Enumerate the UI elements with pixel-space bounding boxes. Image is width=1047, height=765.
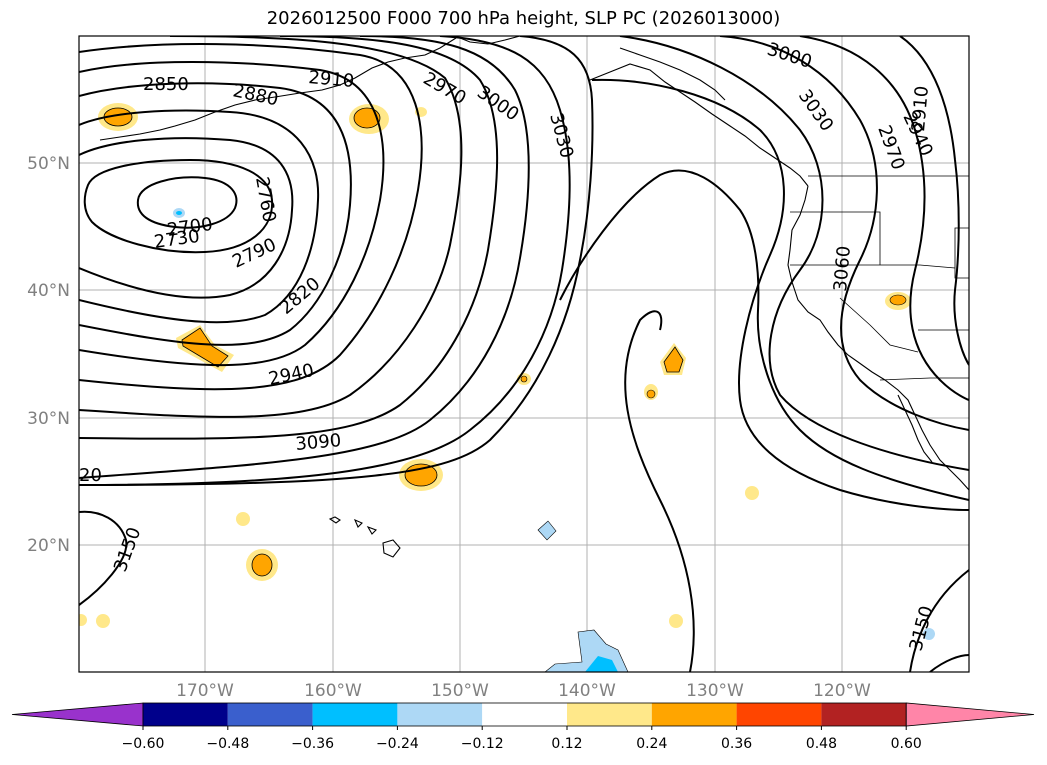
contour-label-2910-ne: 2910	[908, 85, 933, 132]
map-frame	[78, 35, 970, 673]
contour-label-2880: 2880	[231, 80, 280, 110]
slp-anomaly-shading	[79, 103, 935, 672]
colorbar-tick-label: −0.12	[461, 736, 504, 752]
longitude-labels: 170°W 160°W 150°W 140°W 130°W 120°W	[176, 681, 871, 701]
colorbar-segment	[651, 703, 737, 726]
contour-label-2730: 2730	[153, 226, 201, 253]
contour-label-3000-ne: 3000	[764, 39, 814, 73]
colorbar-tick-label: 0.12	[551, 736, 582, 752]
colorbar-segment	[736, 703, 822, 726]
contour-label-3150-se: 3150	[906, 604, 938, 654]
contour-label-20: 20	[79, 465, 102, 486]
lon-label-150w: 150°W	[431, 681, 489, 701]
colorbar-tick-label: 0.60	[891, 736, 922, 752]
contour-label-3000: 3000	[473, 82, 523, 125]
lon-label-120w: 120°W	[813, 681, 871, 701]
lat-label-50n: 50°N	[27, 154, 70, 174]
colorbar-extend-high	[905, 702, 1035, 727]
colorbar-segment	[567, 703, 652, 726]
colorbar-tick-label: 0.24	[636, 736, 667, 752]
colorbar: −0.60 −0.48 −0.36 −0.24 −0.12 0.12 0.24 0.36 0.4…	[11, 702, 1035, 752]
coastlines	[99, 36, 969, 558]
colorbar-extend-low	[11, 702, 144, 727]
colorbar-tick-label: −0.60	[122, 736, 165, 752]
contour-label-2760: 2760	[251, 175, 280, 224]
height-contours	[79, 36, 969, 672]
contour-label-2970-ne: 2970	[873, 123, 908, 173]
colorbar-segment	[482, 703, 567, 726]
colorbar-tick-label: −0.48	[206, 736, 249, 752]
colorbar-tick-label: 0.36	[721, 736, 752, 752]
lat-label-40n: 40°N	[27, 281, 70, 301]
contour-label-3060: 3060	[830, 245, 855, 292]
graticule	[79, 36, 969, 672]
colorbar-frame	[142, 702, 907, 727]
colorbar-segment	[227, 703, 313, 726]
contour-label-3090: 3090	[295, 430, 342, 455]
colorbar-tick-label: −0.36	[291, 736, 334, 752]
colorbar-tick-label: −0.24	[376, 736, 419, 752]
lon-label-170w: 170°W	[176, 681, 234, 701]
contour-label-2910: 2910	[308, 67, 355, 92]
contour-label-2820: 2820	[276, 273, 325, 319]
contour-label-3030: 3030	[545, 111, 577, 161]
contour-label-3030-ne: 3030	[794, 86, 837, 136]
lon-label-160w: 160°W	[304, 681, 362, 701]
colorbar-tick-label: 0.48	[806, 736, 837, 752]
contour-label-3150-sw: 3150	[110, 524, 145, 574]
colorbar-segment	[821, 703, 907, 726]
lat-label-30n: 30°N	[27, 409, 70, 429]
contour-label-2850: 2850	[143, 74, 189, 95]
contour-label-2970: 2970	[420, 68, 470, 109]
colorbar-segment	[143, 703, 228, 726]
map-title: 2026012500 F000 700 hPa height, SLP PC (…	[266, 8, 781, 29]
contour-label-2940: 2940	[267, 360, 316, 390]
colorbar-segment	[312, 703, 398, 726]
lat-label-20n: 20°N	[27, 536, 70, 556]
lon-label-140w: 140°W	[558, 681, 616, 701]
colorbar-segment	[397, 703, 483, 726]
latitude-labels: 50°N 40°N 30°N 20°N	[27, 154, 70, 556]
lon-label-130w: 130°W	[686, 681, 744, 701]
borders	[790, 175, 969, 381]
